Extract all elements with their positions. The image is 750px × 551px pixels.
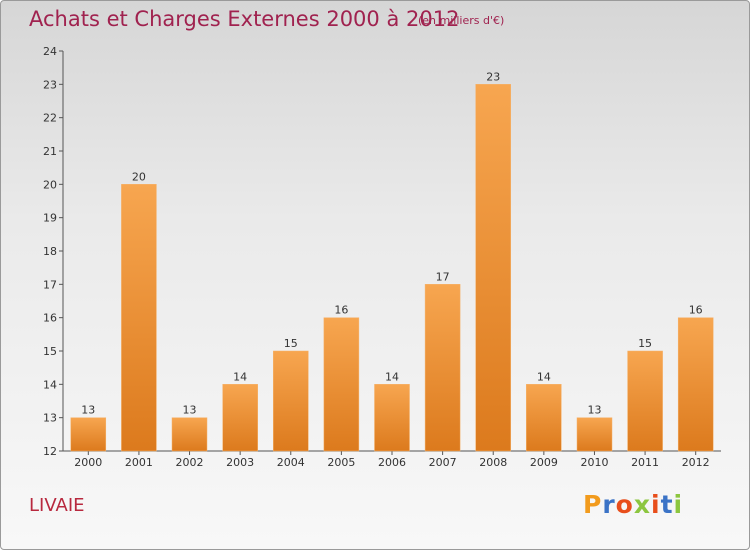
bar-2006 [374,384,410,452]
proxiti-logo[interactable]: Proxiti [583,490,683,519]
x-tick-label: 2003 [226,456,254,469]
bar-value-label: 13 [81,404,95,417]
place-name: LIVAIE [29,495,85,516]
bar-value-label: 15 [284,337,298,350]
logo-letter: t [660,490,674,519]
bar-2012 [677,317,714,452]
x-tick-label: 2007 [429,456,457,469]
bar-value-label: 14 [537,370,551,383]
y-tick-label: 16 [43,312,57,325]
x-tick-label: 2009 [530,456,558,469]
bar-value-label: 13 [183,404,197,417]
y-tick-label: 21 [43,145,57,158]
y-tick-label: 20 [43,178,57,191]
bar-2011 [627,350,663,452]
axes: 12 13 14 15 16 17 18 19 20 21 22 23 24 2000 2001 2002 20… [43,45,721,469]
y-tick-label: 24 [43,45,57,58]
chart-subtitle: (en milliers d'€) [418,14,505,27]
bar-2007 [424,284,461,452]
x-tick-label: 2000 [74,456,102,469]
bar-2003 [222,384,258,452]
bar-value-label: 20 [132,170,146,183]
y-tick-label: 19 [43,212,57,225]
bar-2001 [121,184,157,452]
y-tick-label: 14 [43,378,57,391]
logo-letter: r [602,490,616,519]
bar-value-label: 16 [334,304,348,317]
y-tick-label: 23 [43,78,57,91]
x-tick-label: 2012 [682,456,710,469]
x-tick-label: 2006 [378,456,406,469]
logo-letter: P [583,490,603,519]
y-tick-label: 18 [43,245,57,258]
bar-value-label: 14 [233,370,247,383]
x-tick-label: 2008 [479,456,507,469]
x-tick-label: 2004 [277,456,305,469]
bar-value-label: 16 [689,304,703,317]
bar-value-label: 23 [486,70,500,83]
x-tick-label: 2002 [176,456,204,469]
y-tick-label: 17 [43,278,57,291]
bar-value-label: 17 [436,270,450,283]
y-tick-label: 22 [43,112,57,125]
bar-2010 [576,417,613,452]
bar-value-label: 14 [385,370,399,383]
bar-2008 [475,84,511,452]
bar-value-label: 15 [638,337,652,350]
y-tick-label: 15 [43,345,57,358]
bars: 13 20 13 14 15 16 14 17 23 14 13 15 16 [70,70,714,452]
bar-2004 [273,350,309,452]
x-tick-label: 2001 [125,456,153,469]
logo-letter: i [673,490,684,519]
y-tick-label: 13 [43,412,57,425]
bar-2002 [171,417,208,452]
x-tick-label: 2005 [327,456,355,469]
logo-letter: i [651,490,661,519]
logo-letter: o [615,490,634,519]
bar-2005 [323,317,360,452]
chart-title: Achats et Charges Externes 2000 à 2012 [29,7,460,31]
bar-2000 [70,417,107,452]
x-tick-label: 2010 [580,456,608,469]
bar-2009 [526,384,562,452]
bar-value-label: 13 [587,404,601,417]
y-tick-label: 12 [43,445,57,458]
logo-letter: x [633,490,651,519]
x-tick-label: 2011 [631,456,659,469]
